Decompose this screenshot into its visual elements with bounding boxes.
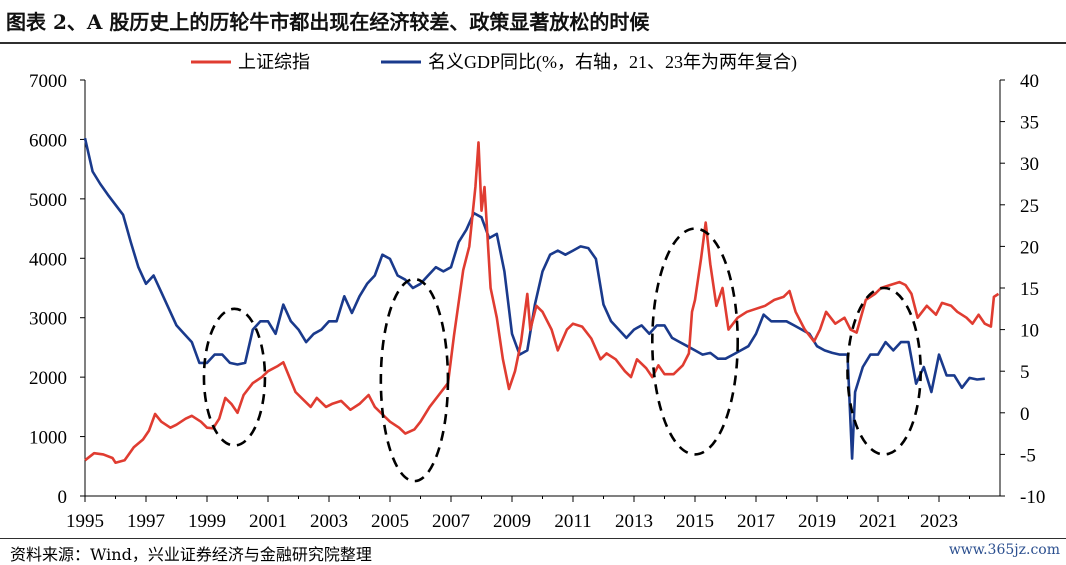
series-line-gdp [83,137,985,460]
source-note: 资料来源：Wind，兴业证券经济与金融研究院整理 [10,545,372,564]
chart-title: 图表 2、A 股历史上的历轮牛市都出现在经济较差、政策显著放松的时候 [6,10,650,34]
x-tick-label: 1999 [188,511,226,532]
highlight-ellipse-2 [379,277,450,483]
x-tick-label: 2023 [920,511,958,532]
y-left-tick-label: 1000 [29,428,67,449]
series-line-sse [84,141,1000,465]
y-right-tick-label: 0 [1020,404,1030,425]
y-right-tick-label: 10 [1020,321,1039,342]
x-tick-label: 2011 [554,511,591,532]
y-left-tick-label: 4000 [29,249,67,270]
x-tick-label: 2021 [859,511,897,532]
y-right-tick-label: 15 [1020,279,1039,300]
y-left-tick-label: 6000 [29,130,67,151]
title-divider [0,42,1066,44]
chart-axes: 0 1000 2000 3000 4000 5000 6000 7000 -10 -5 0 5 10 15… [29,71,1045,532]
watermark: www.365jz.com [948,542,1060,558]
y-right-tick-label: 25 [1020,196,1039,217]
highlight-ellipse-3 [650,227,739,456]
x-tick-label: 2009 [493,511,531,532]
y-right-tick-label: 35 [1020,113,1039,134]
highlight-ellipse-1 [202,307,267,447]
y-right-tick-label: 40 [1020,71,1039,92]
x-tick-label: 2003 [310,511,348,532]
chart-series [83,137,1000,465]
legend-label-gdp: 名义GDP同比(%，右轴，21、23年为两年复合) [428,52,797,73]
legend-label-sse: 上证综指 [238,52,310,72]
x-tick-label: 2019 [798,511,836,532]
y-right-tick-label: 20 [1020,237,1039,258]
highlight-ellipse-4 [846,286,922,456]
chart-highlights [202,227,922,483]
chart-legend: 上证综指 名义GDP同比(%，右轴，21、23年为两年复合) [191,52,797,73]
y-right-tick-label: -10 [1020,487,1045,508]
y-left-tick-label: 2000 [29,368,67,389]
y-left-tick-label: 3000 [29,309,67,330]
x-tick-label: 2017 [737,511,775,532]
y-right-tick-label: 5 [1020,362,1030,383]
x-tick-label: 2013 [615,511,653,532]
x-tick-label: 2001 [249,511,287,532]
y-left-tick-label: 5000 [29,190,67,211]
y-left-tick-label: 0 [58,487,68,508]
y-right-tick-label: -5 [1020,445,1036,466]
x-tick-label: 2007 [432,511,470,532]
x-tick-label: 1995 [66,511,104,532]
footer-divider [0,538,1066,539]
y-right-tick-label: 30 [1020,154,1039,175]
x-tick-label: 2005 [371,511,409,532]
y-left-tick-label: 7000 [29,71,67,92]
line-chart: 0 1000 2000 3000 4000 5000 6000 7000 -10 -5 0 5 10 15… [29,52,1045,532]
x-tick-label: 2015 [676,511,714,532]
x-tick-label: 1997 [127,511,165,532]
